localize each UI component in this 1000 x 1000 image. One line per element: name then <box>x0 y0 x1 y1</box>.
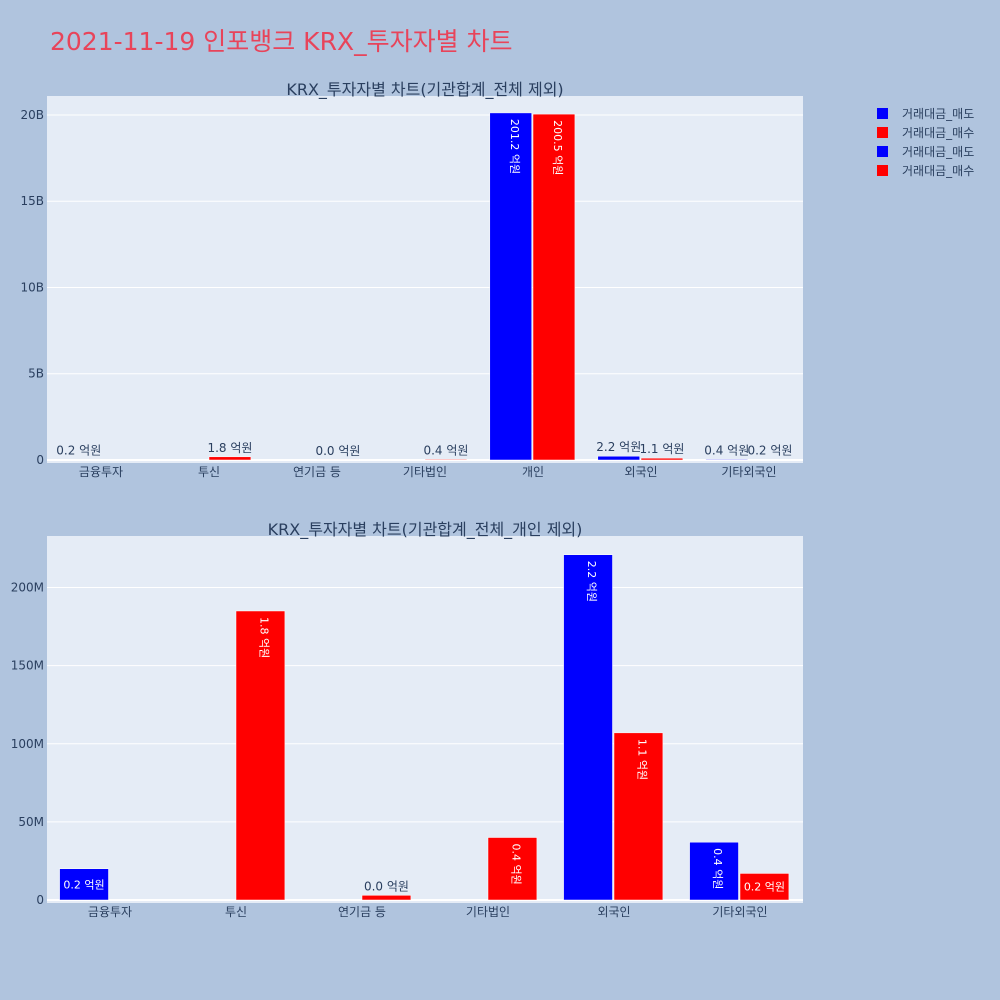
data-label: 1.1 억원 <box>635 739 648 780</box>
legend-item[interactable]: 거래대금_매수 <box>877 126 974 140</box>
legend-item[interactable]: 거래대금_매수 <box>877 164 974 178</box>
chart-1: 0 5B 10B 15B 20B KRX_투자자별 차트(기관합계_전체 제외) 금융투자 투… <box>20 80 803 479</box>
data-label: 0.2 억원 <box>56 444 101 458</box>
legend-swatch <box>877 146 888 157</box>
plot-background <box>47 96 803 463</box>
y-tick-label: 15B <box>20 194 44 208</box>
bar[interactable] <box>597 455 640 461</box>
data-label: 0.2 억원 <box>744 881 785 894</box>
page-title: 2021-11-19 인포뱅크 KRX_투자자별 차트 <box>50 27 513 56</box>
data-label: 200.5 억원 <box>551 120 564 175</box>
bar[interactable] <box>487 837 538 901</box>
legend-item[interactable]: 거래대금_매도 <box>877 145 974 159</box>
y-tick-label: 150M <box>11 659 44 673</box>
data-label: 0.4 억원 <box>423 443 468 457</box>
x-tick-label: 연기금 등 <box>293 465 341 479</box>
legend-swatch <box>877 165 888 176</box>
data-label: 2.2 억원 <box>585 561 598 602</box>
y-tick-label: 0 <box>36 453 44 467</box>
bar[interactable] <box>489 112 532 461</box>
data-label: 201.2 억원 <box>508 119 521 174</box>
bar[interactable] <box>689 841 739 901</box>
legend-item[interactable]: 거래대금_매도 <box>877 107 974 121</box>
chart-2: 0 50M 100M 150M 200M KRX_투자자별 차트(기관합계_전체_개인 제… <box>11 520 803 919</box>
bar[interactable] <box>563 554 613 901</box>
data-label: 0.2 억원 <box>63 878 104 891</box>
y-tick-label: 50M <box>18 815 44 829</box>
y-tick-label: 10B <box>20 280 44 294</box>
chart-title: KRX_투자자별 차트(기관합계_전체_개인 제외) <box>268 520 583 540</box>
bar[interactable] <box>532 113 576 461</box>
legend-label: 거래대금_매수 <box>902 126 974 140</box>
data-label: 1.8 억원 <box>257 617 270 658</box>
x-tick-label: 금융투자 <box>79 465 123 479</box>
data-label: 0.0 억원 <box>315 444 360 458</box>
data-label: 1.1 억원 <box>639 442 684 456</box>
data-label: 0.4 억원 <box>509 844 522 885</box>
y-tick-label: 5B <box>28 367 44 381</box>
legend-swatch <box>877 108 888 119</box>
x-tick-label: 외국인 <box>597 905 630 919</box>
legend-swatch <box>877 127 888 138</box>
x-tick-label: 기타외국인 <box>712 905 767 919</box>
data-label: 2.2 억원 <box>596 440 641 454</box>
legend-label: 거래대금_매수 <box>902 164 974 178</box>
bar[interactable] <box>640 457 684 461</box>
data-label: 0.2 억원 <box>747 444 792 458</box>
data-label: 1.8 억원 <box>207 441 252 455</box>
bar[interactable] <box>613 732 664 901</box>
bar[interactable] <box>361 895 412 901</box>
y-tick-label: 200M <box>11 581 44 595</box>
bar[interactable] <box>705 459 748 461</box>
x-tick-label: 투신 <box>225 905 247 919</box>
bar[interactable] <box>739 873 790 901</box>
x-tick-label: 개인 <box>522 465 544 479</box>
bar[interactable] <box>208 456 252 461</box>
x-tick-label: 외국인 <box>624 465 657 479</box>
data-label: 0.4 억원 <box>711 848 724 889</box>
y-tick-label: 0 <box>36 893 44 907</box>
chart-title: KRX_투자자별 차트(기관합계_전체 제외) <box>286 80 563 100</box>
x-tick-label: 기타법인 <box>403 465 447 479</box>
plot-background <box>47 536 803 903</box>
bar[interactable] <box>235 610 286 901</box>
legend-label: 거래대금_매도 <box>902 145 974 159</box>
x-tick-label: 금융투자 <box>88 905 132 919</box>
legend-label: 거래대금_매도 <box>902 107 974 121</box>
data-label: 0.4 억원 <box>704 443 749 457</box>
y-tick-label: 100M <box>11 737 44 751</box>
x-tick-label: 기타외국인 <box>721 465 776 479</box>
x-tick-label: 연기금 등 <box>338 905 386 919</box>
bar[interactable] <box>59 868 109 901</box>
y-tick-label: 20B <box>20 108 44 122</box>
data-label: 0.0 억원 <box>364 879 409 893</box>
x-tick-label: 기타법인 <box>466 905 510 919</box>
bar[interactable] <box>424 459 468 461</box>
x-tick-label: 투신 <box>198 465 220 479</box>
